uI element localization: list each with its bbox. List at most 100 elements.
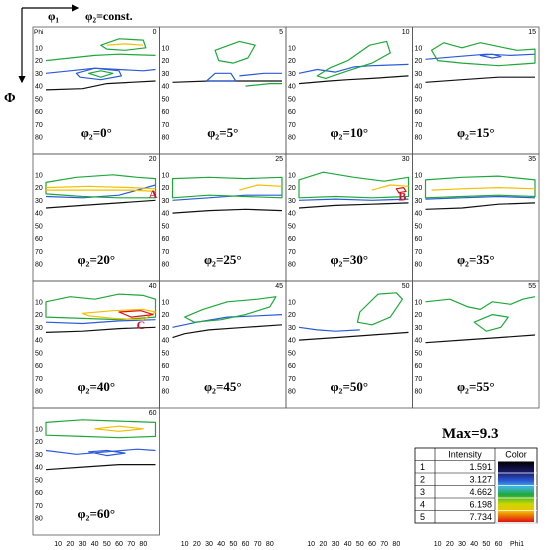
contour-level-3: [425, 296, 536, 310]
section-label: φ₂=55°: [457, 379, 495, 394]
contour-level-4: [81, 308, 157, 321]
contour-level-4: [46, 189, 156, 192]
contour-level-2: [206, 72, 237, 82]
x-tick-label: 30: [332, 541, 340, 548]
section-label: φ₂=5°: [207, 125, 238, 140]
y-tick-label: 70: [35, 122, 43, 129]
Phi-axis-title: Φ: [4, 91, 16, 106]
y-tick-label: 60: [162, 236, 170, 243]
x-tick-label: 70: [127, 541, 135, 548]
phi1-axis-title: φ₁: [48, 9, 59, 23]
section-phi2-15: 10 20 30 40 50 60 70 80 15 φ₂=15°: [412, 26, 540, 155]
y-tick-label: 80: [415, 135, 423, 142]
y-tick-label: 60: [35, 236, 43, 243]
y-tick-label: 30: [35, 325, 43, 332]
y-tick-label: 40: [415, 211, 423, 218]
y-tick-label: 70: [162, 376, 170, 383]
x-tick-label: 10: [181, 541, 189, 548]
section-label: φ₂=15°: [457, 125, 495, 140]
y-tick-label: 20: [162, 58, 170, 65]
y-tick-label: 50: [35, 350, 43, 357]
section-phi2-60: 10 20 30 40 50 60 70 80 60 φ₂=60°: [32, 407, 160, 536]
x-tick-label: 50: [103, 541, 111, 548]
contour-level-3: [45, 293, 157, 321]
y-tick-label: 70: [288, 249, 296, 256]
y-tick-label: 70: [288, 376, 296, 383]
y-tick-label: 50: [288, 96, 296, 103]
contour-level-3: [431, 42, 536, 67]
section-phi2-0: 10 20 30 40 50 60 70 80 0 Phi φ₂=0°: [32, 26, 160, 155]
y-tick-label: 40: [415, 84, 423, 91]
contour-level-2: [45, 448, 156, 455]
annotation-B: B: [398, 190, 406, 204]
y-tick-label: 10: [162, 172, 170, 179]
section-label: φ₂=45°: [204, 379, 242, 394]
y-tick-label: 80: [162, 135, 170, 142]
y-tick-label: 30: [288, 198, 296, 205]
y-tick-label: 10: [415, 172, 423, 179]
x-tick-label: 10: [307, 541, 315, 548]
y-tick-label: 70: [162, 249, 170, 256]
x-tick-label: 50: [482, 541, 490, 548]
y-tick-label: 10: [288, 45, 296, 52]
y-tick-label: 70: [35, 503, 43, 510]
section-phi2-value: 30: [402, 156, 410, 163]
y-tick-label: 60: [162, 109, 170, 116]
contour-level-1: [425, 334, 536, 344]
y-tick-label: 70: [415, 376, 423, 383]
legend-header-color: Color: [505, 450, 527, 460]
x-tick-label: 40: [344, 541, 352, 548]
y-tick-label: 30: [35, 71, 43, 78]
x-tick-label: 60: [115, 541, 123, 548]
legend-intensity: 4.662: [469, 487, 492, 497]
y-tick-label: 30: [415, 71, 423, 78]
y-tick-label: 20: [288, 312, 296, 319]
annotation-A: A: [149, 187, 158, 201]
section-phi2-35: 10 20 30 40 50 60 70 80 35 φ₂=35°: [412, 153, 540, 282]
y-tick-label: 80: [162, 262, 170, 269]
y-tick-label: 50: [415, 223, 423, 230]
section-frame: [32, 407, 160, 536]
x-tick-label: 60: [242, 541, 250, 548]
y-tick-label: 30: [415, 325, 423, 332]
y-tick-label: 80: [288, 135, 296, 142]
contour-level-2: [172, 194, 282, 201]
contour-level-3: [245, 83, 282, 87]
section-phi2-50: 10 20 30 40 50 60 70 80 50 φ₂=50°: [285, 280, 413, 409]
contour-level-2: [425, 195, 536, 200]
contour-level-1: [172, 208, 283, 214]
contour-level-1: [45, 326, 156, 333]
contour-level-3: [100, 38, 147, 51]
x-tick-label: 80: [266, 541, 274, 548]
contour-level-3: [45, 419, 157, 439]
x-tick-label: 40: [91, 541, 99, 548]
y-tick-label: 40: [288, 211, 296, 218]
contour-level-2: [425, 53, 536, 60]
y-tick-label: 50: [415, 96, 423, 103]
contour-level-3: [214, 40, 256, 64]
contour-level-3: [424, 175, 536, 199]
y-tick-label: 80: [415, 262, 423, 269]
y-tick-label: 80: [288, 262, 296, 269]
section-phi2-value: 35: [528, 156, 536, 163]
legend-level: 5: [420, 512, 425, 522]
contour-level-1: [45, 199, 156, 209]
y-tick-label: 70: [415, 249, 423, 256]
y-tick-label: 30: [162, 325, 170, 332]
contour-level-3: [356, 292, 403, 326]
y-tick-label: 60: [288, 109, 296, 116]
contour-level-4: [371, 184, 409, 191]
x-tick-label: 10: [54, 541, 62, 548]
y-tick-label: 70: [35, 376, 43, 383]
y-tick-label: 10: [35, 45, 43, 52]
contour-level-3: [473, 314, 509, 332]
section-phi2-20: 10 20 30 40 50 60 70 80 20 Aφ₂=20°: [32, 153, 160, 282]
const-label: φ₂=const.: [85, 9, 133, 23]
y-tick-label: 10: [162, 45, 170, 52]
contour-level-3: [316, 40, 391, 79]
y-tick-label: 10: [288, 172, 296, 179]
y-tick-label: 10: [35, 172, 43, 179]
legend-intensity: 1.591: [469, 462, 492, 472]
legend-level: 3: [420, 487, 425, 497]
